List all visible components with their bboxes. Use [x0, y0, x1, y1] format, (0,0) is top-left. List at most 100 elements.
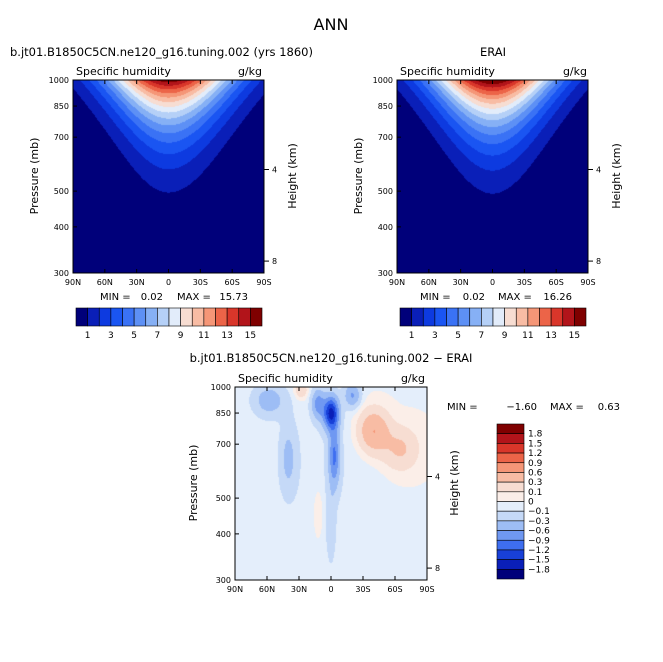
colorbar-swatch — [496, 481, 525, 493]
fieldC-raster — [235, 387, 427, 580]
colorbar-swatch — [157, 307, 170, 327]
x-tick-label: 30N — [291, 585, 307, 594]
colorbar-swatch — [496, 462, 525, 473]
obs-panel: ERAI Specific humidity g/kg 90N 60N 30N 0 30… — [352, 45, 623, 341]
colorbar-swatch — [496, 559, 525, 570]
season-title: ANN — [314, 15, 349, 34]
colorbar-label: 3 — [432, 331, 438, 341]
x-tick-label: 30N — [453, 278, 469, 287]
x-tick-label: 90N — [65, 278, 81, 287]
diff-min-label: MIN = — [447, 402, 478, 413]
colorbar-label: 5 — [131, 331, 137, 341]
colorbar-label: 1.8 — [528, 430, 543, 440]
x-tick-label: 30S — [355, 585, 370, 594]
colorbar-swatch — [180, 307, 193, 327]
y-tick-label: 1000 — [373, 76, 393, 85]
colorbar-swatch — [457, 307, 471, 327]
colorbar-swatch — [87, 307, 100, 327]
obs-units-label: g/kg — [563, 65, 587, 78]
obs-min-value: 0.02 — [463, 292, 485, 303]
obs-y2label: Height (km) — [610, 143, 623, 209]
model-panel: b.jt01.B1850C5CN.ne120_g16.tuning.002 (y… — [10, 45, 313, 341]
model-max-label: MAX = — [177, 292, 211, 303]
colorbar-label: 1 — [409, 331, 415, 341]
colorbar-swatch — [496, 539, 525, 551]
colorbar-swatch — [496, 501, 525, 512]
colorbar-swatch — [527, 307, 540, 327]
colorbar-swatch — [496, 520, 525, 531]
diff-axes: 90N 60N 30N 0 30S 60S 90S 300 400 500 700 850 1000 8 4 — [211, 383, 440, 594]
y-tick-label: 300 — [378, 269, 393, 278]
colorbar-label: 13 — [545, 331, 556, 341]
colorbar-label: 13 — [221, 331, 232, 341]
colorbar-swatch — [98, 307, 112, 327]
colorbar-swatch — [434, 307, 447, 327]
colorbar-swatch — [496, 491, 525, 502]
colorbar-swatch — [550, 307, 564, 327]
diff-colorbar: 1.81.51.20.90.60.30.10−0.1−0.3−0.6−0.9−1… — [496, 423, 550, 580]
colorbar-label: −0.3 — [528, 517, 550, 527]
colorbar-swatch — [469, 307, 482, 327]
colorbar-label: 0.6 — [528, 468, 543, 478]
colorbar-label: 0.3 — [528, 478, 542, 488]
model-ylabel: Pressure (mb) — [28, 138, 41, 215]
colorbar-swatch — [481, 307, 494, 327]
colorbar-swatch — [496, 443, 525, 454]
colorbar-label: 0.1 — [528, 488, 542, 498]
diff-max-value: 0.63 — [598, 402, 620, 413]
y-tick-label: 850 — [216, 409, 231, 418]
obs-colorbar: 1 3 5 7 9 11 13 15 — [399, 307, 587, 341]
x-tick-label: 30S — [193, 278, 208, 287]
x-tick-label: 30N — [129, 278, 145, 287]
obs-axes: 90N 60N 30N 0 30S 60S 90S 300 400 500 700 850 1000 8 4 — [373, 76, 601, 287]
x-tick-label: 0 — [328, 585, 333, 594]
x-tick-label: 60N — [259, 585, 275, 594]
colorbar-swatch — [168, 307, 181, 327]
colorbar-swatch — [145, 307, 158, 327]
colorbar-swatch — [75, 307, 88, 327]
y-tick-label: 400 — [378, 223, 393, 232]
obs-contour-field — [397, 80, 588, 273]
model-axes: 90N 60N 30N 0 30S 60S 90S 300 400 500 700 850 1000 8 4 — [49, 76, 277, 287]
y2-tick-label: 8 — [596, 257, 601, 266]
model-min-value: 0.02 — [141, 292, 163, 303]
model-variable-label: Specific humidity — [76, 65, 171, 78]
colorbar-swatch — [226, 307, 240, 327]
model-units-label: g/kg — [238, 65, 262, 78]
x-tick-label: 60N — [97, 278, 113, 287]
fieldB-raster — [397, 80, 588, 273]
colorbar-swatch — [203, 307, 216, 327]
colorbar-label: −0.1 — [528, 507, 550, 517]
x-tick-label: 0 — [166, 278, 171, 287]
obs-title: ERAI — [480, 45, 506, 59]
x-tick-label: 90N — [227, 585, 243, 594]
colorbar-label: 3 — [108, 331, 114, 341]
obs-min-label: MIN = — [420, 292, 451, 303]
obs-ylabel: Pressure (mb) — [352, 138, 365, 215]
y-tick-label: 700 — [216, 440, 231, 449]
colorbar-swatch — [411, 307, 424, 327]
model-y2label: Height (km) — [286, 143, 299, 209]
y-tick-label: 850 — [54, 102, 69, 111]
y-tick-label: 1000 — [49, 76, 69, 85]
colorbar-swatch — [215, 307, 228, 327]
diff-y2label: Height (km) — [448, 450, 461, 516]
x-tick-label: 60S — [225, 278, 240, 287]
colorbar-label: 5 — [455, 331, 461, 341]
colorbar-swatch — [122, 307, 135, 327]
diff-max-label: MAX = — [550, 402, 584, 413]
colorbar-label: −1.8 — [528, 565, 550, 575]
x-tick-label: 90N — [389, 278, 405, 287]
diff-panel: b.jt01.B1850C5CN.ne120_g16.tuning.002 − … — [187, 351, 620, 594]
colorbar-label: 1.2 — [528, 449, 542, 459]
y2-tick-label: 4 — [435, 472, 440, 481]
model-title: b.jt01.B1850C5CN.ne120_g16.tuning.002 (y… — [10, 45, 313, 59]
colorbar-label: 1 — [85, 331, 91, 341]
y2-tick-label: 8 — [435, 564, 440, 573]
fieldA-raster — [73, 80, 264, 273]
x-tick-label: 90S — [419, 585, 434, 594]
x-tick-label: 60N — [421, 278, 437, 287]
colorbar-label: −1.5 — [528, 556, 550, 566]
colorbar-swatch — [446, 307, 459, 327]
